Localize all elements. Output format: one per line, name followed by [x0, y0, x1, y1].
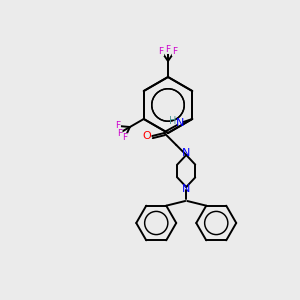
Text: F: F — [159, 47, 164, 56]
Text: F: F — [165, 44, 171, 53]
Text: F: F — [172, 47, 177, 56]
Text: N: N — [182, 184, 190, 194]
Text: N: N — [182, 148, 190, 158]
Text: F: F — [117, 128, 122, 137]
Text: N: N — [176, 118, 184, 128]
Text: F: F — [122, 134, 128, 142]
Text: F: F — [116, 122, 121, 130]
Text: O: O — [143, 131, 152, 141]
Text: H: H — [169, 116, 176, 126]
